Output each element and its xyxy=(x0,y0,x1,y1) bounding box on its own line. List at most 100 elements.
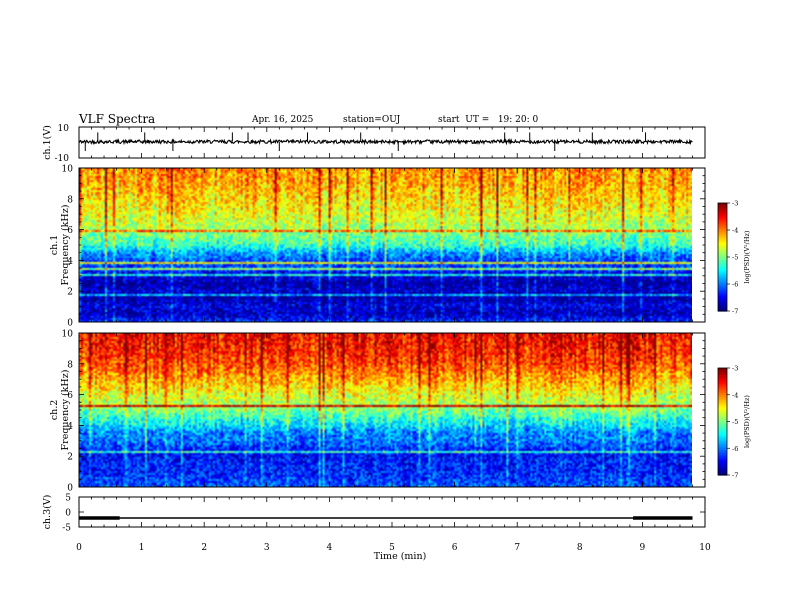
y-tick-label: 5 xyxy=(65,494,71,504)
colorbar-tick-label: -4 xyxy=(732,227,738,235)
colorbar-step xyxy=(718,400,727,403)
colorbar-tick-label: -7 xyxy=(732,308,738,316)
colorbar-step xyxy=(718,373,727,376)
colorbar-label: log(PSD)(V²/Hz) xyxy=(743,230,751,283)
y-axis-label: ch.3(V) xyxy=(42,495,53,530)
y-tick-label: 6 xyxy=(67,226,73,236)
colorbar-step xyxy=(718,464,727,467)
y-axis-label: ch.1(V) xyxy=(42,125,53,160)
x-tick-label: 5 xyxy=(389,543,395,553)
colorbar-step xyxy=(718,432,727,435)
colorbar-step xyxy=(718,253,727,256)
x-tick-label: 7 xyxy=(514,543,520,553)
colorbar-step xyxy=(718,235,727,238)
x-axis-label: Time (min) xyxy=(374,551,427,562)
colorbar-step xyxy=(718,451,727,455)
colorbar-step xyxy=(718,271,727,274)
colorbar-tick-label: -7 xyxy=(732,472,738,480)
colorbar-step xyxy=(718,212,727,215)
colorbar-step xyxy=(718,230,727,233)
colorbar-tick-label: -4 xyxy=(732,391,738,399)
colorbar-step xyxy=(718,275,727,278)
colorbar-step xyxy=(718,219,727,222)
y-axis-label: ch.2 Frequency (kHz) xyxy=(49,370,71,451)
panels xyxy=(78,126,706,528)
start-ut-label: start UT = 19: 20: 0 xyxy=(438,115,539,125)
colorbar-step xyxy=(718,392,727,396)
y-tick-label: -5 xyxy=(62,524,71,534)
colorbar-step xyxy=(718,460,727,464)
colorbar-step xyxy=(718,450,727,453)
x-tick-label: 10 xyxy=(699,543,711,553)
ch1-waveform-line xyxy=(78,137,693,146)
colorbar-step xyxy=(718,448,727,451)
colorbar-step xyxy=(718,446,727,449)
colorbar-step xyxy=(718,298,727,301)
colorbar-step xyxy=(718,458,727,462)
colorbar-step xyxy=(718,368,727,371)
colorbar-step xyxy=(718,453,727,456)
colorbar-step xyxy=(718,289,727,292)
x-tick-label: 4 xyxy=(327,543,333,553)
colorbar-step xyxy=(718,401,727,405)
spectrogram-image xyxy=(79,168,692,322)
colorbar-label-text: log(PSD)(V²/Hz) xyxy=(743,230,751,283)
colorbar-step xyxy=(718,267,727,271)
colorbar-step xyxy=(718,387,727,390)
colorbar-step xyxy=(718,242,727,245)
colorbar-step xyxy=(718,416,727,419)
y-axis-label-line: ch.1 xyxy=(49,235,60,256)
colorbar-step xyxy=(718,414,727,417)
colorbar-step xyxy=(718,296,727,299)
colorbar-step xyxy=(718,309,727,312)
colorbar-step xyxy=(718,222,727,226)
colorbar-step xyxy=(718,407,727,410)
figure-title: VLF Spectra xyxy=(78,112,155,126)
colorbar-step xyxy=(718,258,727,262)
colorbar-step xyxy=(718,473,727,476)
colorbar-step xyxy=(718,300,727,303)
y-tick-label: 10 xyxy=(62,330,74,340)
colorbar-step xyxy=(718,426,727,430)
colorbar-step xyxy=(718,293,727,296)
y-axis-label-text: ch.3(V) xyxy=(42,495,53,530)
y-tick-label: 6 xyxy=(67,391,73,401)
colorbar-step xyxy=(718,441,727,444)
colorbar-tick-label: -6 xyxy=(732,281,738,289)
colorbar-tick-label: -3 xyxy=(732,200,738,208)
y-axis-label-line: ch.2 xyxy=(49,400,60,421)
colorbar-step xyxy=(718,282,727,285)
y-axis-label: ch.1 Frequency (kHz) xyxy=(49,205,71,286)
colorbar-step xyxy=(718,206,727,209)
colorbar-step xyxy=(718,405,727,408)
colorbar-step xyxy=(718,439,727,442)
colorbar-step xyxy=(718,208,727,211)
y-tick-label: 0 xyxy=(67,484,73,494)
colorbar-step xyxy=(718,425,727,428)
colorbar-step xyxy=(718,376,727,380)
colorbar-step xyxy=(718,380,727,383)
x-tick-label: 6 xyxy=(452,543,458,553)
y-tick-label: 8 xyxy=(67,360,73,370)
spectrogram-image xyxy=(79,333,692,487)
colorbar-step xyxy=(718,375,727,378)
colorbar-step xyxy=(718,412,727,415)
colorbar-tick-label: -5 xyxy=(732,254,738,262)
colorbar-step xyxy=(718,389,727,392)
colorbar-step xyxy=(718,403,727,407)
colorbar-tick-label: -3 xyxy=(732,365,738,373)
y-tick-label: -10 xyxy=(55,154,70,164)
colorbars: -3 -4 -5 -6 -7 log(PSD)(V²/Hz) -3 -4 -5 -6 -7 log(P… xyxy=(717,200,751,480)
colorbar-step xyxy=(718,369,727,373)
colorbar-step xyxy=(718,269,727,272)
colorbar-step xyxy=(718,257,727,260)
colorbar-step xyxy=(718,255,727,258)
colorbar-step xyxy=(718,302,727,305)
colorbar-tick-label: -6 xyxy=(732,445,738,453)
colorbar-step xyxy=(718,417,727,421)
colorbar-step xyxy=(718,469,727,473)
colorbar-step xyxy=(718,444,727,448)
